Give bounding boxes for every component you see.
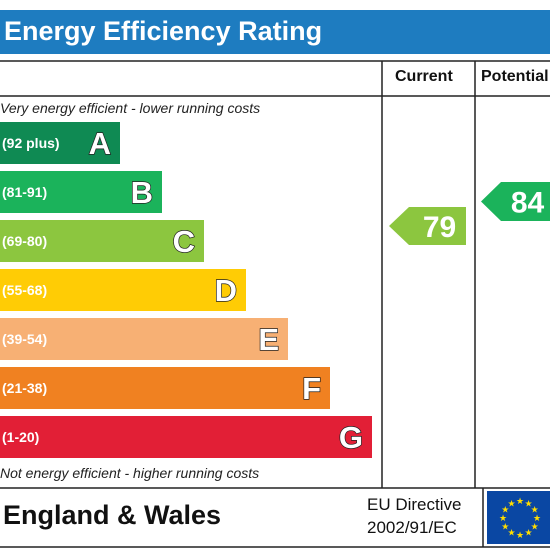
potential-rating-arrow bbox=[481, 182, 550, 221]
eu-star-icon: ★ bbox=[516, 531, 524, 541]
title-bar: Energy Efficiency Rating bbox=[0, 10, 550, 54]
eu-flag bbox=[487, 491, 550, 544]
eu-star-icon: ★ bbox=[524, 499, 532, 509]
eu-star-icon: ★ bbox=[531, 523, 539, 533]
band-letter-e: E bbox=[258, 322, 279, 357]
eu-star-icon: ★ bbox=[501, 506, 509, 516]
rating-bar-c bbox=[0, 220, 204, 262]
rating-bar-g bbox=[0, 416, 372, 458]
range-label-g: (1-20) bbox=[2, 429, 39, 445]
band-letter-b: B bbox=[131, 175, 153, 210]
directive-line-1: EU Directive bbox=[367, 495, 462, 514]
current-column-header: Current bbox=[395, 68, 453, 85]
potential-rating-value: 84 bbox=[511, 187, 545, 220]
current-rating-arrow bbox=[389, 207, 466, 245]
eu-star-icon: ★ bbox=[499, 514, 507, 524]
range-label-c: (69-80) bbox=[2, 233, 47, 249]
rating-bar-a bbox=[0, 122, 120, 164]
region-label: England & Wales bbox=[3, 500, 222, 530]
eu-star-icon: ★ bbox=[507, 529, 515, 539]
band-letter-f: F bbox=[302, 371, 321, 406]
eu-star-icon: ★ bbox=[531, 506, 539, 516]
range-label-e: (39-54) bbox=[2, 331, 47, 347]
current-rating-value: 79 bbox=[423, 211, 456, 244]
chart-title: Energy Efficiency Rating bbox=[4, 16, 323, 46]
rating-bar-f bbox=[0, 367, 330, 409]
eu-star-icon: ★ bbox=[507, 499, 515, 509]
potential-column-header: Potential bbox=[481, 68, 549, 85]
range-label-d: (55-68) bbox=[2, 282, 47, 298]
eu-star-icon: ★ bbox=[533, 514, 541, 524]
range-label-f: (21-38) bbox=[2, 380, 47, 396]
bottom-caption: Not energy efficient - higher running co… bbox=[0, 465, 260, 481]
range-label-b: (81-91) bbox=[2, 184, 47, 200]
rating-bar-e bbox=[0, 318, 288, 360]
rating-bar-b bbox=[0, 171, 162, 213]
band-letter-c: C bbox=[173, 224, 195, 259]
eu-star-icon: ★ bbox=[501, 523, 509, 533]
range-label-a: (92 plus) bbox=[2, 135, 60, 151]
directive-line-2: 2002/91/EC bbox=[367, 518, 457, 537]
top-caption: Very energy efficient - lower running co… bbox=[0, 100, 261, 116]
eu-star-icon: ★ bbox=[516, 497, 524, 507]
eu-star-icon: ★ bbox=[524, 529, 532, 539]
band-letter-g: G bbox=[339, 420, 363, 455]
band-letter-a: A bbox=[89, 126, 111, 161]
band-letter-d: D bbox=[215, 273, 237, 308]
rating-bar-d bbox=[0, 269, 246, 311]
